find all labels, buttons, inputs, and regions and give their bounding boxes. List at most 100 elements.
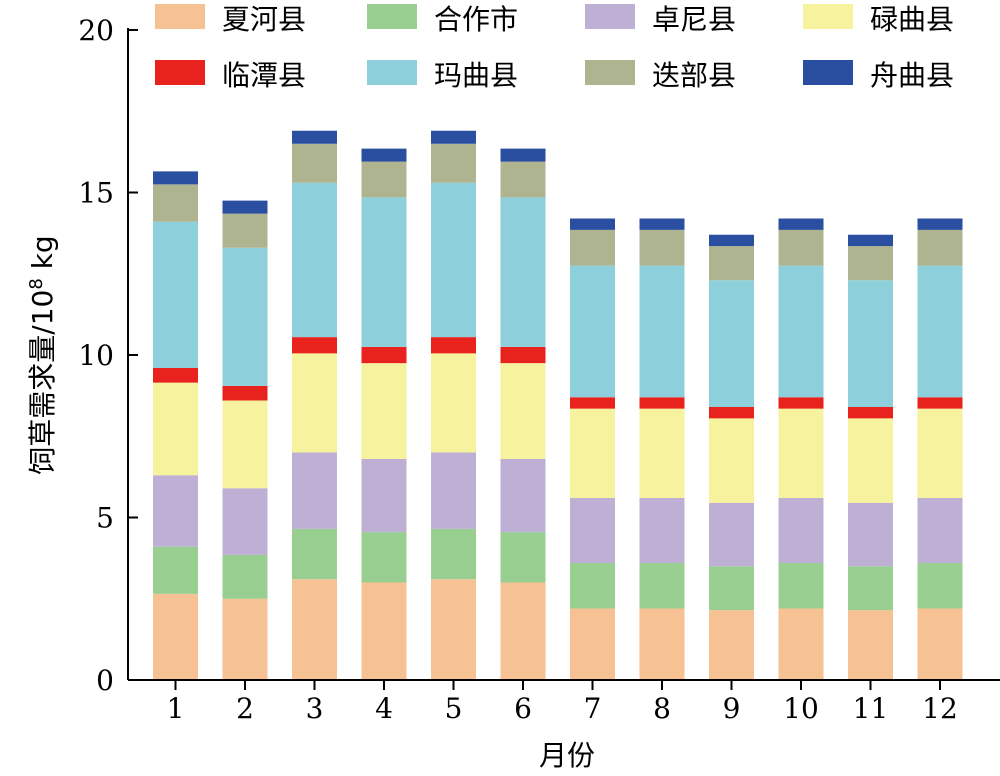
bar-segment-4-month-3: [292, 353, 337, 453]
bar-segment-8-month-3: [292, 130, 337, 144]
bar-segment-7-month-1: [153, 184, 198, 222]
bar-segment-1-month-10: [778, 608, 824, 680]
bar-segment-1-month-6: [500, 582, 546, 680]
bar-segment-8-month-12: [917, 218, 963, 230]
bar-segment-5-month-11: [848, 407, 893, 419]
y-axis-title-unit: kg: [26, 235, 59, 278]
legend-label-3: 卓尼县: [652, 3, 736, 36]
bar-segment-4-month-1: [153, 382, 198, 476]
bar-segment-4-month-10: [778, 408, 824, 498]
legend-swatch-8: [803, 60, 853, 85]
bar-segment-6-month-6: [500, 197, 546, 347]
bar-segment-3-month-2: [222, 488, 268, 555]
y-tick-label: 10: [78, 339, 114, 372]
x-tick-label: 10: [783, 692, 819, 725]
bar-segment-4-month-9: [709, 418, 754, 503]
bar-segment-2-month-9: [709, 566, 754, 611]
bar-segment-7-month-10: [778, 229, 824, 266]
bar-segment-6-month-1: [153, 221, 198, 368]
bar-segment-5-month-9: [709, 407, 754, 419]
legend-label-5: 临潭县: [222, 59, 306, 92]
bar-segment-7-month-3: [292, 143, 337, 183]
legend-label-7: 迭部县: [652, 59, 736, 92]
legend-swatch-7: [585, 60, 635, 85]
bar-segment-3-month-11: [848, 502, 893, 567]
bar-segment-3-month-7: [570, 498, 615, 563]
bar-segment-2-month-6: [500, 532, 546, 583]
bar-segment-3-month-3: [292, 452, 337, 529]
x-tick-label: 7: [584, 692, 602, 725]
bar-segment-8-month-9: [709, 234, 754, 247]
bar-segment-1-month-8: [639, 608, 685, 680]
bar-segment-2-month-4: [361, 532, 407, 583]
x-tick-label: 5: [445, 692, 463, 725]
bar-segment-8-month-7: [570, 218, 615, 230]
bar-segment-6-month-10: [778, 265, 824, 398]
bar-segment-4-month-7: [570, 408, 615, 498]
bar-segment-8-month-5: [431, 130, 476, 144]
bar-segment-4-month-2: [222, 400, 268, 489]
legend-swatch-4: [803, 4, 853, 29]
bar-segment-3-month-9: [709, 502, 754, 567]
bar-segment-6-month-9: [709, 280, 754, 407]
bar-segment-1-month-3: [292, 579, 337, 680]
bar-segment-1-month-1: [153, 593, 198, 680]
bar-segment-5-month-8: [639, 397, 685, 409]
bar-segment-2-month-8: [639, 563, 685, 609]
bar-segment-6-month-3: [292, 182, 337, 338]
bar-segment-6-month-2: [222, 247, 268, 386]
bar-segment-5-month-10: [778, 397, 824, 409]
legend-label-1: 夏河县: [222, 3, 306, 36]
x-tick-label: 4: [375, 692, 393, 725]
bar-segment-2-month-11: [848, 566, 893, 611]
bar-segment-1-month-12: [917, 608, 963, 680]
y-axis-title-exponent: 8: [26, 278, 47, 289]
bar-segment-5-month-12: [917, 397, 963, 409]
bar-segment-2-month-1: [153, 546, 198, 594]
bar-segment-8-month-2: [222, 200, 268, 214]
bar-segment-6-month-12: [917, 265, 963, 398]
bar-segment-4-month-6: [500, 363, 546, 459]
bar-segment-3-month-8: [639, 498, 685, 563]
bar-segment-3-month-12: [917, 498, 963, 563]
bar-segment-4-month-12: [917, 408, 963, 498]
bar-segment-3-month-5: [431, 452, 476, 529]
x-tick-label: 3: [306, 692, 324, 725]
bar-segment-2-month-2: [222, 554, 268, 599]
y-axis-title: 饲草需求量/108 kg: [26, 235, 59, 474]
bar-segment-8-month-1: [153, 171, 198, 185]
y-tick-label: 20: [78, 14, 114, 47]
bar-segment-7-month-7: [570, 229, 615, 266]
bar-segment-8-month-6: [500, 148, 546, 162]
y-tick-label: 5: [96, 502, 114, 535]
bar-segment-5-month-7: [570, 397, 615, 409]
bar-segment-8-month-11: [848, 234, 893, 247]
bar-segment-7-month-9: [709, 246, 754, 281]
bar-segment-6-month-5: [431, 182, 476, 338]
bar-segment-2-month-3: [292, 528, 337, 580]
bar-segment-3-month-6: [500, 459, 546, 533]
x-tick-label: 11: [853, 692, 889, 725]
bar-segment-2-month-5: [431, 528, 476, 580]
legend-label-4: 碌曲县: [870, 3, 954, 36]
y-axis-title-main: 饲草需求量/10: [26, 290, 59, 475]
y-tick-label: 0: [96, 664, 114, 697]
x-axis-title: 月份: [539, 739, 595, 772]
legend-label-2: 合作市: [434, 3, 518, 36]
bar-segment-7-month-11: [848, 246, 893, 281]
bar-segment-1-month-9: [709, 610, 754, 680]
bar-segment-5-month-1: [153, 368, 198, 383]
bar-segment-1-month-2: [222, 598, 268, 680]
legend-swatch-2: [367, 4, 417, 29]
bar-segment-4-month-5: [431, 353, 476, 453]
bar-segment-2-month-12: [917, 563, 963, 609]
bar-segment-4-month-8: [639, 408, 685, 498]
bar-segment-5-month-2: [222, 385, 268, 401]
bar-segment-1-month-4: [361, 582, 407, 680]
legend-swatch-3: [585, 4, 635, 29]
x-tick-label: 8: [653, 692, 671, 725]
bar-segment-6-month-4: [361, 197, 407, 347]
